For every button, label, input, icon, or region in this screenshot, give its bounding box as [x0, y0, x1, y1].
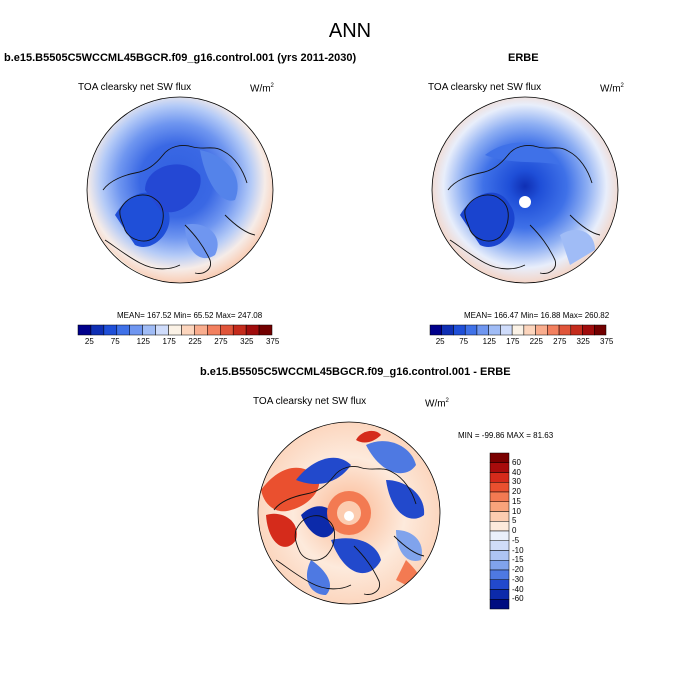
colorbar-tick-label: 175 — [162, 337, 176, 346]
colorbar-swatch — [489, 560, 510, 571]
colorbar-swatch — [489, 491, 510, 502]
colorbar-swatch — [168, 324, 182, 336]
colorbar-tick-label: -30 — [512, 574, 524, 584]
panel1-map — [86, 96, 274, 284]
colorbar-tick-label: 275 — [214, 337, 228, 346]
panel2-units: W/m2 — [600, 83, 624, 95]
panel2-stats: MEAN= 166.47 Min= 16.88 Max= 260.82 — [464, 311, 610, 320]
colorbar-swatch — [489, 472, 510, 483]
colorbar-swatch — [232, 324, 247, 336]
colorbar-tick-label: 225 — [529, 337, 543, 346]
colorbar-tick-label: 60 — [512, 457, 521, 467]
panel1-field-label: TOA clearsky net SW flux — [78, 82, 192, 93]
colorbar-tick-label: 325 — [240, 337, 254, 346]
colorbar-tick-label: 15 — [512, 496, 521, 506]
colorbar-tick-label: 5 — [512, 516, 517, 526]
colorbar-swatch — [142, 324, 156, 336]
colorbar-swatch — [547, 324, 560, 336]
colorbar-swatch — [489, 462, 510, 473]
colorbar-tick-label: 30 — [512, 477, 521, 487]
colorbar-swatch — [489, 452, 510, 463]
colorbar-tick-label: 75 — [459, 337, 469, 346]
colorbar-swatch — [476, 324, 489, 336]
colorbar-tick-label: 175 — [506, 337, 520, 346]
colorbar-swatch — [582, 324, 595, 336]
colorbar-swatch — [489, 540, 510, 551]
colorbar-swatch — [489, 511, 510, 522]
colorbar-tick-label: 375 — [600, 337, 614, 346]
colorbar-swatch — [220, 324, 234, 336]
colorbar-swatch — [489, 599, 510, 610]
colorbar-swatch — [511, 324, 525, 336]
colorbar-tick-label: -60 — [512, 594, 524, 604]
colorbar-tick-label: -5 — [512, 535, 520, 545]
colorbar-swatch — [558, 324, 572, 336]
colorbar-swatch — [245, 324, 260, 336]
colorbar-swatch — [535, 324, 548, 336]
panel1-units: W/m2 — [250, 83, 274, 95]
colorbar-tick-label: 10 — [512, 506, 521, 516]
colorbar-swatch — [129, 324, 143, 336]
colorbar-tick-label: 25 — [435, 337, 445, 346]
colorbar-tick-label: 0 — [512, 526, 517, 535]
colorbar-swatch — [441, 324, 454, 336]
panel2-field-label: TOA clearsky net SW flux — [428, 82, 542, 93]
colorbar-swatch — [103, 324, 118, 336]
panel3-title: b.e15.B5505C5WCCML45BGCR.f09_g16.control… — [200, 366, 511, 378]
colorbar-tick-label: 25 — [84, 337, 94, 346]
colorbar-tick-label: -40 — [512, 584, 524, 594]
panel1-colorbar — [77, 324, 273, 336]
panel1-stats: MEAN= 167.52 Min= 65.52 Max= 247.08 — [117, 311, 263, 320]
colorbar-swatch — [570, 324, 583, 336]
colorbar-tick-label: 75 — [110, 337, 120, 346]
colorbar-tick-label: 40 — [512, 467, 521, 477]
panel2-colorbar — [429, 324, 607, 336]
colorbar-swatch — [594, 324, 607, 336]
panel3-colorbar — [489, 452, 510, 610]
colorbar-tick-label: 125 — [136, 337, 151, 346]
colorbar-swatch — [116, 324, 130, 336]
colorbar-tick-label: 20 — [512, 487, 521, 496]
panel2-map — [431, 96, 619, 284]
panel3-stats: MIN = -99.86 MAX = 81.63 — [458, 431, 554, 440]
panel3-units: W/m2 — [425, 398, 449, 410]
colorbar-swatch — [489, 550, 510, 561]
colorbar-tick-label: 325 — [576, 337, 590, 346]
colorbar-swatch — [489, 482, 510, 493]
panel2-title: ERBE — [508, 52, 539, 64]
colorbar-swatch — [489, 569, 510, 580]
colorbar-swatch — [155, 324, 169, 336]
panel3-field-label: TOA clearsky net SW flux — [253, 396, 367, 407]
colorbar-swatch — [464, 324, 478, 336]
colorbar-swatch — [77, 324, 92, 336]
colorbar-tick-label: -15 — [512, 555, 524, 565]
colorbar-swatch — [489, 589, 510, 600]
panel2-colorbar-labels: 25 75 125 175 225 275 325 375 — [430, 337, 614, 347]
panel3-map — [257, 421, 441, 605]
colorbar-tick-label: -20 — [512, 565, 524, 574]
colorbar-tick-label: 225 — [188, 337, 202, 346]
colorbar-tick-label: 125 — [482, 337, 497, 346]
colorbar-swatch — [489, 501, 510, 512]
colorbar-swatch — [207, 324, 221, 336]
panel3-colorbar-labels: 60 40 30 20 15 10 5 0 -5 -10 -15 -20 -30 -40 -60 — [512, 453, 542, 609]
colorbar-swatch — [489, 579, 510, 590]
colorbar-swatch — [429, 324, 442, 336]
colorbar-swatch — [453, 324, 466, 336]
panel1-title: b.e15.B5505C5WCCML45BGCR.f09_g16.control… — [4, 52, 357, 64]
colorbar-swatch — [489, 530, 510, 541]
colorbar-tick-label: 375 — [266, 337, 280, 346]
colorbar-swatch — [194, 324, 208, 336]
colorbar-tick-label: -10 — [512, 545, 524, 555]
colorbar-swatch — [90, 324, 105, 336]
colorbar-swatch — [523, 324, 536, 336]
panel1-colorbar-labels: 25 75 125 175 225 275 325 375 — [78, 337, 279, 347]
colorbar-swatch — [489, 521, 510, 532]
colorbar-swatch — [258, 324, 273, 336]
colorbar-swatch — [488, 324, 501, 336]
colorbar-tick-label: 275 — [553, 337, 567, 346]
page-title: ANN — [328, 20, 372, 42]
colorbar-swatch — [181, 324, 195, 336]
colorbar-swatch — [500, 324, 513, 336]
